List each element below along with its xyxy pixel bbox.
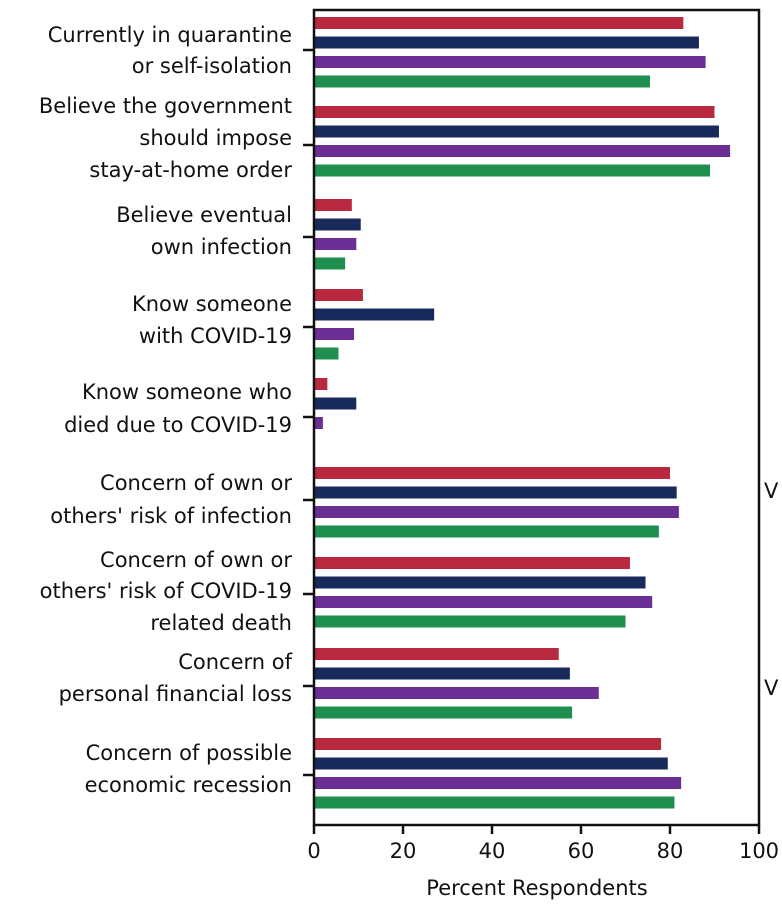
bar-s4-c2 — [314, 164, 711, 177]
bar-s3-c9 — [314, 777, 682, 789]
bar-s4-c9 — [314, 796, 675, 809]
bar-s1-c5 — [314, 378, 328, 390]
bar-s3-c3 — [314, 238, 357, 250]
bar-s3-c4 — [314, 328, 355, 340]
bar-s1-c2 — [314, 106, 715, 118]
bar-s4-c1 — [314, 75, 650, 88]
bar-s3-c6 — [314, 506, 679, 518]
category-label-7-line-1: Concern of own or — [100, 548, 292, 572]
bar-s2-c1 — [314, 36, 699, 49]
category-label-2-line-3: stay-at-home order — [89, 158, 292, 182]
bar-s2-c8 — [314, 667, 570, 680]
bar-s1-c1 — [314, 17, 684, 29]
bar-s1-c4 — [314, 289, 363, 301]
bar-s3-c2 — [314, 145, 731, 157]
category-label-2-line-2: should impose — [139, 126, 292, 150]
bar-s3-c1 — [314, 56, 706, 68]
category-label-6-line-1: Concern of own or — [100, 471, 292, 495]
bar-s3-c5 — [314, 417, 323, 429]
category-label-4-line-1: Know someone — [132, 292, 292, 316]
bar-s2-c2 — [314, 125, 719, 138]
category-label-3-line-2: own infection — [151, 235, 292, 259]
category-label-3-line-1: Believe eventual — [116, 203, 292, 227]
bar-s2-c4 — [314, 308, 435, 321]
bar-s4-c8 — [314, 706, 573, 719]
category-labels: Currently in quarantine or self-isolation… — [39, 23, 293, 797]
x-tick-label-60: 60 — [568, 839, 595, 863]
bar-s1-c7 — [314, 557, 630, 569]
bar-s3-c8 — [314, 687, 599, 699]
category-label-2-line-1: Believe the government — [39, 94, 292, 118]
category-label-7-line-3: related death — [150, 611, 292, 635]
bar-s1-c6 — [314, 467, 670, 479]
bar-s2-c9 — [314, 757, 668, 770]
bar-s1-c8 — [314, 648, 559, 660]
x-tick-label-40: 40 — [479, 839, 506, 863]
x-tick-label-80: 80 — [657, 839, 684, 863]
bar-s4-c7 — [314, 615, 626, 628]
category-label-1-line-1: Currently in quarantine — [48, 23, 292, 47]
x-axis-ticks: 0 20 40 60 80 100 — [307, 825, 779, 863]
bar-s4-c6 — [314, 525, 659, 538]
bar-s2-c7 — [314, 576, 646, 589]
bar-s1-c3 — [314, 199, 352, 211]
category-label-5-line-1: Know someone who — [82, 380, 292, 404]
x-tick-label-100: 100 — [739, 839, 779, 863]
category-label-8-line-1: Concern of — [178, 650, 292, 674]
x-axis-label: Percent Respondents — [426, 876, 647, 900]
category-label-7-line-2: others' risk of COVID-19 — [40, 579, 292, 603]
cut-off-text-1: V — [764, 479, 779, 503]
category-label-6-line-2: others' risk of infection — [50, 504, 292, 528]
bar-s1-c9 — [314, 738, 662, 750]
bar-s4-c4 — [314, 347, 339, 360]
bar-s2-c5 — [314, 397, 357, 410]
bar-s2-c6 — [314, 486, 677, 499]
category-label-9-line-2: economic recession — [85, 773, 292, 797]
bar-s2-c3 — [314, 218, 361, 231]
cut-off-text-2: V — [764, 676, 779, 700]
bars-layer — [314, 17, 731, 809]
y-axis-ticks — [303, 48, 314, 777]
category-label-8-line-2: personal financial loss — [59, 682, 292, 706]
bar-s4-c3 — [314, 257, 346, 270]
x-tick-label-0: 0 — [307, 839, 320, 863]
category-label-4-line-2: with COVID-19 — [139, 324, 292, 348]
x-tick-label-20: 20 — [390, 839, 417, 863]
category-label-1-line-2: or self-isolation — [132, 54, 292, 78]
category-label-5-line-2: died due to COVID-19 — [64, 413, 292, 437]
bar-s3-c7 — [314, 596, 653, 608]
category-label-9-line-1: Concern of possible — [86, 741, 292, 765]
